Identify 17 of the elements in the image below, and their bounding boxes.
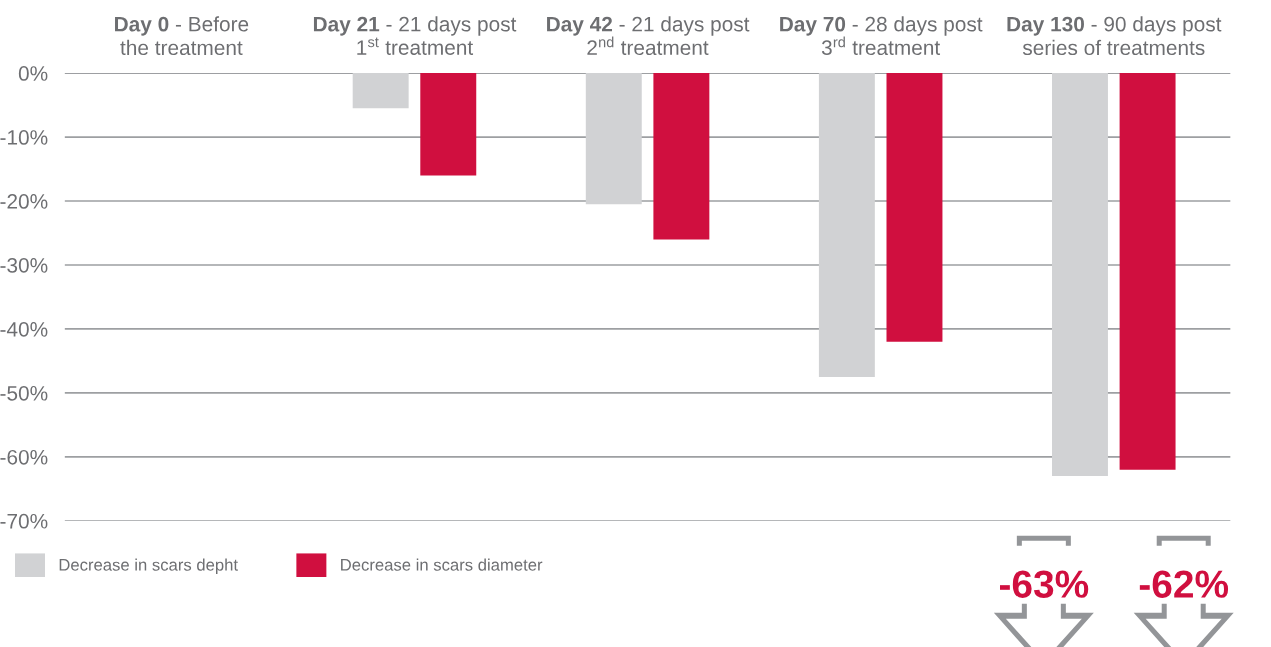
y-tick-label: 0%	[18, 66, 48, 81]
y-tick-label: -60%	[0, 449, 48, 465]
x-tick-label: Day 21 - 21 days post 1$^{st}$ treatment	[313, 16, 517, 55]
legend-label: Decrease in scars depht	[59, 558, 238, 575]
data-label: -62%	[1139, 570, 1229, 598]
x-tick-label: Day 70 - 28 days post 3$^{rd}$ treatment	[780, 16, 983, 56]
y-tick-label: -50%	[0, 385, 48, 401]
x-tick-label: Day 130 - 90 days post series of treatments	[1007, 16, 1222, 56]
x-tick-label: Day 0 - Before the treatment	[115, 16, 249, 56]
y-tick-label: -10%	[0, 130, 48, 145]
data-label: -63%	[999, 570, 1089, 598]
legend-label: Decrease in scars diameter	[341, 558, 543, 571]
y-tick-label: -30%	[0, 257, 48, 273]
y-tick-label: -70%	[0, 513, 48, 529]
y-tick-label: -40%	[0, 321, 48, 337]
y-tick-label: -20%	[0, 194, 48, 209]
x-tick-label: Day 42 - 21 days post 2$^{nd}$ treatment	[547, 16, 750, 56]
